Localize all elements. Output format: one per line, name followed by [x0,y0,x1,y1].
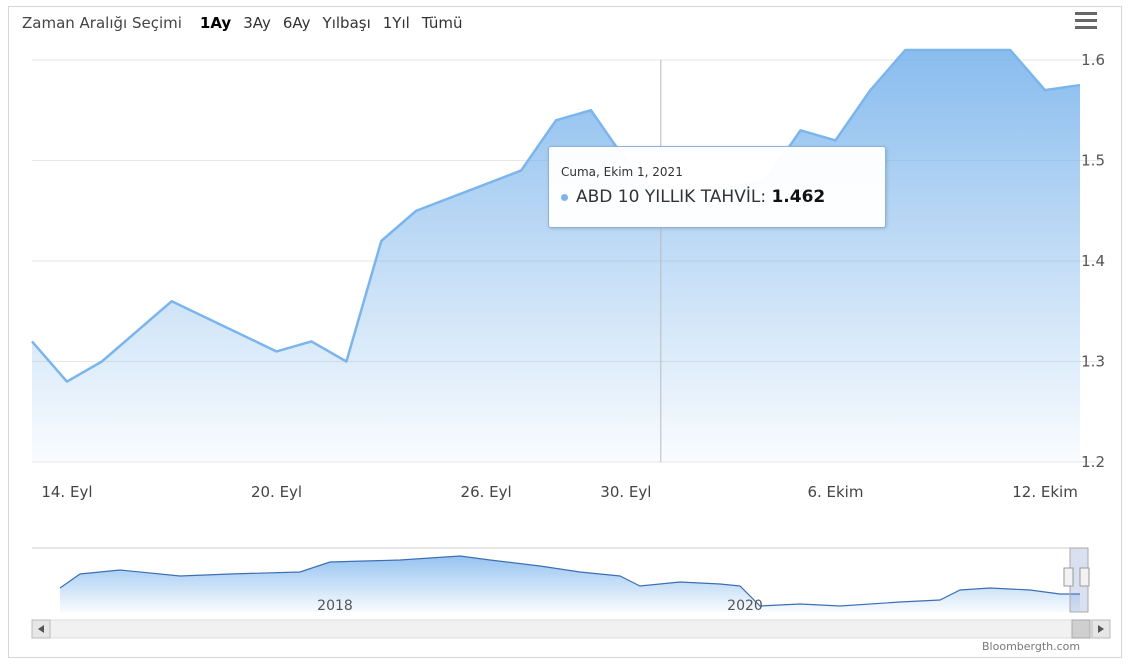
tooltip-value: 1.462 [771,187,826,207]
tooltip-series-name: ABD 10 YILLIK TAHVİL [576,187,761,207]
hamburger-menu-icon[interactable] [1075,12,1097,32]
series-dot-icon [561,193,568,201]
x-tick-label: 26. Eyl [461,483,512,501]
range-selector-label: Zaman Aralığı Seçimi [22,14,182,32]
range-button-all[interactable]: Tümü [421,14,463,32]
scroll-right-arrow-icon [1098,625,1104,633]
y-tick-label: 1.5 [1081,152,1105,170]
range-button-1ay[interactable]: 1Ay [199,14,232,32]
navigator-x-label: 2018 [317,598,353,614]
series-area [32,49,1080,462]
range-button-3ay[interactable]: 3Ay [243,14,271,32]
scroll-left-arrow-icon [38,625,44,633]
navigator-line [59,555,1080,607]
navigator-x-label: 2020 [727,598,763,614]
x-tick-label: 30. Eyl [600,483,651,501]
tooltip: Cuma, Ekim 1, 2021 ABD 10 YILLIK TAHVİL:… [548,146,886,228]
tooltip-row: ABD 10 YILLIK TAHVİL: 1.462 [561,187,825,207]
credit-link[interactable]: Bloombergth.com [982,640,1081,653]
navigator-area [60,556,1080,612]
y-tick-label: 1.4 [1081,252,1105,270]
series-line [31,48,1081,383]
scrollbar-thumb[interactable] [1071,619,1091,639]
navigator-handle-right[interactable] [1079,567,1090,587]
range-button-ytd[interactable]: Yılbaşı [322,14,371,32]
y-tick-label: 1.3 [1081,353,1105,371]
y-tick-label: 1.6 [1081,51,1105,69]
range-button-1yil[interactable]: 1Yıl [382,14,410,32]
tooltip-date: Cuma, Ekim 1, 2021 [561,165,683,179]
y-tick-label: 1.2 [1081,453,1105,471]
range-button-6ay[interactable]: 6Ay [282,14,311,32]
navigator-handle-left[interactable] [1063,567,1074,587]
x-tick-label: 14. Eyl [41,483,92,501]
range-selector: Zaman Aralığı Seçimi 1Ay 3Ay 6Ay Yılbaşı… [22,10,463,36]
x-tick-label: 20. Eyl [251,483,302,501]
x-tick-label: 6. Ekim [807,483,863,501]
x-tick-label: 12. Ekim [1012,483,1078,501]
scrollbar-track[interactable] [31,619,1111,639]
